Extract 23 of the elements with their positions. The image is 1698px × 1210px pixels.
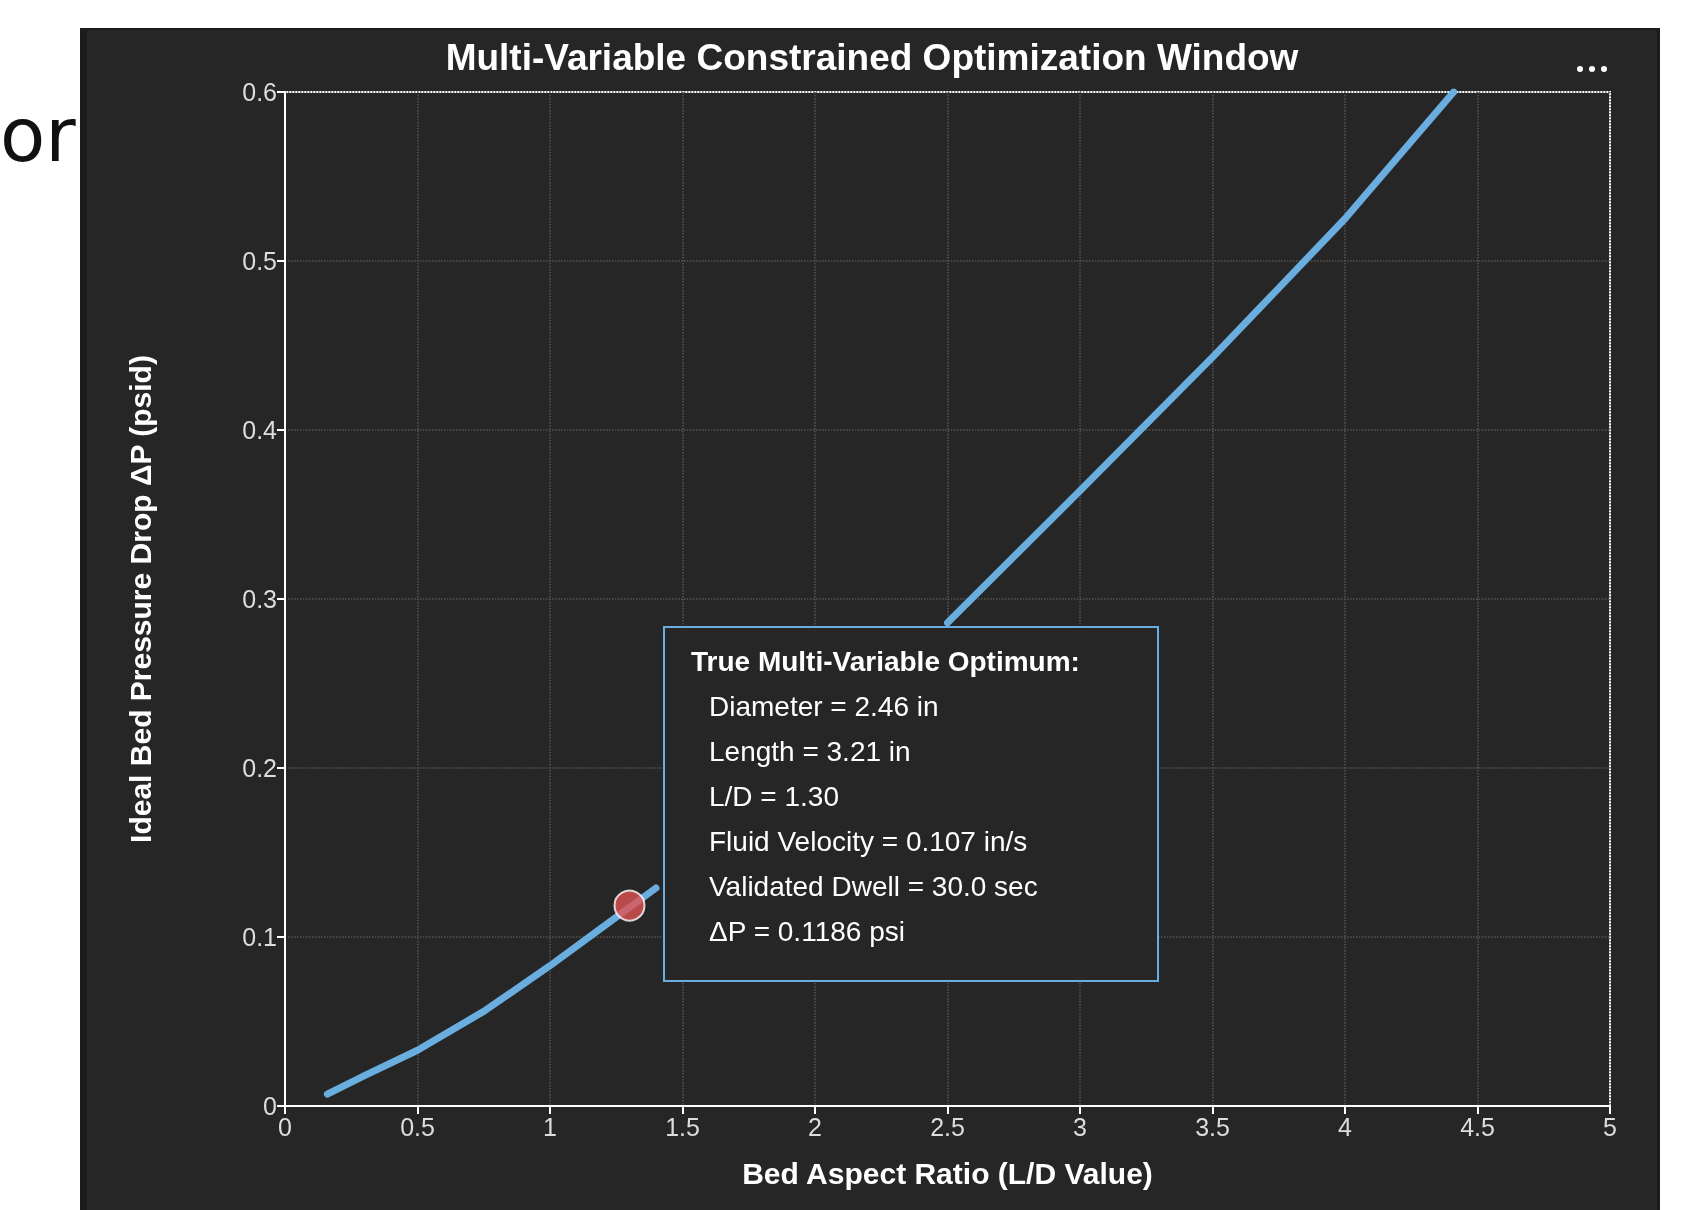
x-tick-label: 5 <box>1603 1112 1617 1141</box>
x-tick-label: 1.5 <box>665 1112 700 1141</box>
x-axis-title: Bed Aspect Ratio (L/D Value) <box>742 1156 1153 1190</box>
x-tick-label: 2.5 <box>930 1112 965 1141</box>
y-tick-label: 0.6 <box>242 78 277 106</box>
annotation: True Multi-Variable Optimum: Diameter = 2.46 in Length = 3.21 in L/D = 1.30 Fluid Velocity = 0.107 in/s Validated Dwell = 30.0 sec ΔP = 0.1186 psi <box>691 646 1080 948</box>
x-tick-label: 3.5 <box>1195 1112 1230 1141</box>
y-tick-label: 0.5 <box>242 247 277 275</box>
x-tick-label: 4.5 <box>1460 1112 1495 1141</box>
callout-box: True Multi-Variable Optimum: Diameter = 2.46 in Length = 3.21 in L/D = 1.30 Fluid Velocity = 0.107 in/s Validated Dwell = 30.0 sec ΔP = 0.1186 psi <box>663 626 1159 982</box>
y-axis-title: Ideal Bed Pressure Drop ΔP (psid) <box>123 355 157 843</box>
y-tick-label: 0.1 <box>242 923 277 951</box>
x-tick-label: 3 <box>1073 1112 1087 1141</box>
x-tick-label: 2 <box>808 1112 822 1141</box>
y-tick-label: 0 <box>263 1092 277 1120</box>
y-tick-label: 0.4 <box>242 416 278 444</box>
y-tick-label: 0.3 <box>242 585 277 613</box>
x-tick-label: 0.5 <box>400 1112 435 1141</box>
chart-title: Multi-Variable Constrained Optimization Window <box>445 37 1299 78</box>
x-tick-label: 4 <box>1338 1112 1353 1141</box>
y-tick-label: 0.2 <box>242 754 277 782</box>
text: or <box>0 92 76 178</box>
x-tick-label: 1 <box>543 1112 557 1141</box>
